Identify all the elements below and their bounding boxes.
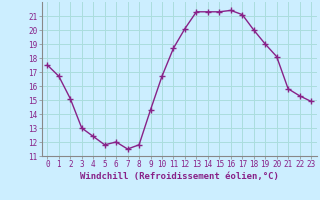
X-axis label: Windchill (Refroidissement éolien,°C): Windchill (Refroidissement éolien,°C) bbox=[80, 172, 279, 181]
